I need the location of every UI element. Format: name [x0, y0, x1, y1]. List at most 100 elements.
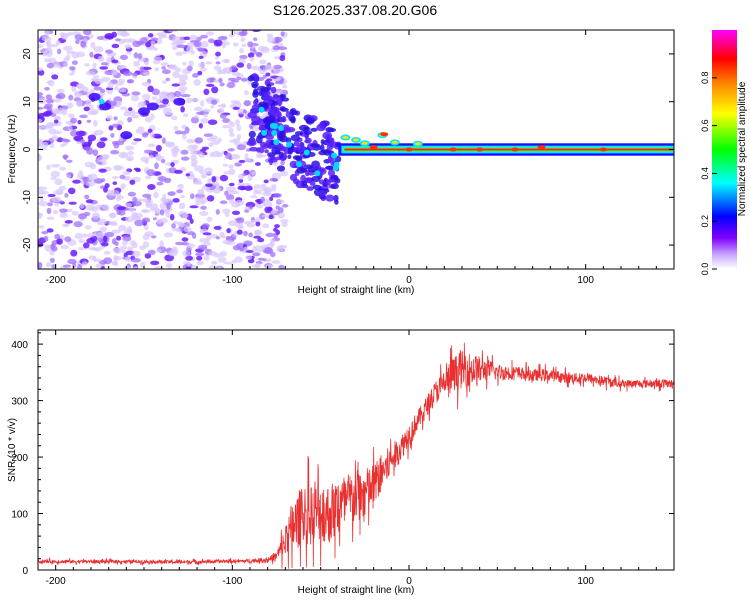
noise-speck: [50, 164, 61, 168]
drift-speck: [306, 186, 314, 191]
spectrogram-x-tick-label: 100: [577, 275, 594, 286]
snr-x-tick-label: 0: [406, 576, 412, 587]
noise-speck: [265, 72, 271, 77]
noise-speck: [211, 86, 219, 94]
noise-speck: [175, 241, 185, 246]
noise-speck: [88, 255, 96, 260]
noise-speck: [205, 61, 213, 65]
noise-speck: [279, 55, 286, 62]
noise-speck: [237, 182, 245, 186]
noise-speck: [61, 223, 70, 227]
noise-speck: [82, 86, 89, 93]
noise-speck: [156, 248, 162, 253]
noise-speck: [47, 202, 53, 207]
noise-speck: [47, 193, 56, 198]
drift-speck: [295, 144, 306, 153]
noise-speck: [224, 213, 230, 218]
noise-speck: [219, 231, 225, 238]
noise-speck: [194, 137, 204, 144]
noise-speck: [114, 241, 119, 246]
noise-speck: [154, 162, 159, 170]
noise-speck: [255, 51, 263, 58]
drift-speck: [271, 107, 280, 114]
drift-speck: [281, 115, 287, 123]
drift-speck: [311, 175, 321, 183]
noise-speck: [205, 183, 213, 187]
noise-speck: [73, 92, 83, 98]
noise-speck: [45, 98, 54, 104]
noise-speck: [84, 161, 95, 168]
carrier-peak: [511, 147, 519, 152]
noise-speck: [206, 195, 215, 202]
noise-speck: [182, 250, 191, 257]
noise-speck: [64, 193, 69, 198]
noise-speck: [68, 113, 75, 119]
noise-speck: [127, 116, 133, 123]
snr-y-tick-label: 200: [11, 453, 28, 464]
noise-speck: [200, 34, 209, 39]
noise-speck: [59, 166, 67, 171]
noise-speck: [259, 65, 266, 69]
noise-speck: [207, 178, 212, 184]
noise-speck: [156, 181, 164, 186]
noise-speck: [180, 88, 185, 95]
noise-speck: [171, 45, 178, 51]
noise-speck: [55, 40, 61, 46]
noise-speck: [195, 252, 205, 257]
noise-speck: [38, 112, 48, 117]
noise-speck: [189, 218, 194, 224]
noise-speck: [38, 186, 48, 191]
noise-speck: [257, 257, 265, 261]
drift-hotspot: [286, 141, 292, 148]
noise-speck: [260, 46, 270, 54]
noise-speck: [131, 242, 138, 248]
drift-speck: [334, 199, 339, 205]
noise-speck: [238, 173, 244, 180]
noise-speck: [166, 203, 171, 210]
noise-speck: [244, 209, 250, 213]
drift-speck: [310, 143, 321, 148]
noise-speck: [135, 168, 142, 173]
drift-speck: [281, 97, 290, 102]
noise-speck: [217, 256, 227, 263]
noise-speck: [154, 67, 160, 72]
noise-speck: [74, 232, 83, 240]
noise-blob: [99, 102, 112, 111]
noise-speck: [73, 221, 83, 228]
noise-speck: [238, 58, 246, 64]
noise-speck: [104, 183, 110, 189]
noise-speck: [127, 151, 135, 156]
noise-speck: [176, 39, 186, 44]
noise-speck: [68, 72, 75, 76]
noise-speck: [38, 125, 45, 130]
noise-speck: [198, 62, 206, 68]
drift-speck: [304, 164, 313, 170]
noise-speck: [131, 91, 141, 96]
drift-speck: [289, 160, 298, 169]
drift-speck: [310, 127, 318, 132]
noise-speck: [119, 106, 128, 110]
noise-speck: [128, 107, 133, 111]
noise-speck: [203, 167, 213, 174]
noise-speck: [119, 245, 128, 250]
noise-speck: [59, 212, 68, 219]
noise-speck: [257, 154, 267, 158]
noise-speck: [262, 214, 271, 218]
snr-x-label: Height of straight line (km): [298, 585, 415, 596]
noise-speck: [109, 212, 117, 219]
noise-speck: [202, 232, 212, 236]
snr-x-tick-label: -200: [46, 576, 66, 587]
noise-speck: [186, 138, 196, 144]
noise-speck: [38, 154, 42, 161]
noise-speck: [269, 251, 276, 258]
noise-speck: [199, 200, 205, 205]
noise-speck: [280, 160, 285, 166]
drift-hotspot: [261, 129, 268, 136]
noise-speck: [196, 255, 203, 261]
noise-speck: [44, 30, 50, 36]
noise-speck: [159, 217, 168, 224]
noise-speck: [250, 219, 257, 223]
figure-title: S126.2025.337.08.20.G06: [273, 2, 437, 18]
noise-speck: [132, 250, 141, 258]
